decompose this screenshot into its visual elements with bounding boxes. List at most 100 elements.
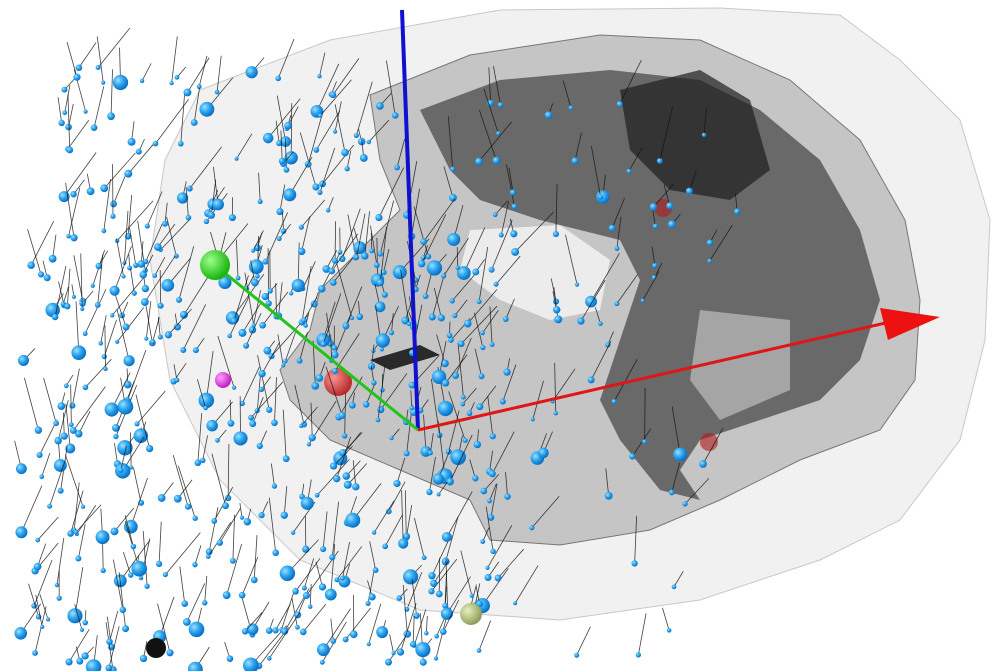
vector bbox=[371, 344, 375, 367]
point bbox=[571, 157, 579, 165]
vector bbox=[210, 179, 217, 216]
vector bbox=[172, 454, 189, 507]
point bbox=[203, 405, 208, 411]
vector bbox=[330, 618, 334, 642]
vector bbox=[364, 211, 370, 257]
vector bbox=[213, 166, 219, 205]
point bbox=[187, 661, 203, 671]
point bbox=[406, 321, 412, 327]
point bbox=[393, 479, 401, 488]
vector bbox=[319, 52, 326, 77]
point bbox=[198, 392, 215, 409]
vector bbox=[555, 183, 558, 235]
point bbox=[359, 154, 368, 162]
point bbox=[626, 168, 632, 174]
vector bbox=[62, 286, 69, 305]
vector bbox=[97, 27, 131, 68]
point bbox=[183, 88, 192, 97]
vector bbox=[413, 609, 427, 646]
vector bbox=[370, 365, 375, 383]
vector bbox=[157, 223, 176, 248]
vector bbox=[628, 147, 643, 172]
point bbox=[375, 333, 390, 348]
point bbox=[325, 208, 331, 213]
point bbox=[666, 628, 672, 633]
point bbox=[110, 527, 119, 536]
point bbox=[299, 628, 307, 636]
point bbox=[291, 278, 305, 293]
vector bbox=[322, 293, 342, 345]
vector bbox=[289, 156, 313, 195]
point bbox=[104, 402, 119, 417]
point bbox=[131, 290, 137, 296]
vector bbox=[141, 63, 152, 82]
point bbox=[239, 400, 245, 407]
point bbox=[112, 423, 120, 432]
vector bbox=[384, 514, 403, 547]
point bbox=[54, 436, 62, 445]
point bbox=[329, 91, 337, 99]
vector bbox=[219, 508, 241, 543]
vector bbox=[282, 212, 284, 232]
point bbox=[79, 627, 85, 632]
point bbox=[463, 319, 472, 328]
vector bbox=[443, 166, 454, 198]
point bbox=[122, 625, 130, 633]
point bbox=[349, 315, 355, 321]
point bbox=[371, 380, 377, 386]
point bbox=[497, 102, 504, 108]
vector bbox=[457, 342, 464, 398]
point bbox=[290, 530, 296, 535]
vector bbox=[30, 220, 55, 266]
vector bbox=[400, 603, 417, 653]
vector bbox=[56, 537, 65, 586]
vector bbox=[500, 200, 510, 236]
vector bbox=[216, 55, 222, 93]
point bbox=[511, 247, 520, 256]
vector bbox=[619, 59, 642, 105]
vector bbox=[277, 38, 295, 79]
vector bbox=[157, 316, 161, 338]
vector bbox=[57, 97, 63, 124]
point bbox=[420, 238, 428, 246]
point bbox=[227, 419, 235, 427]
vector bbox=[301, 199, 326, 228]
vector bbox=[229, 296, 250, 337]
vector bbox=[336, 436, 351, 479]
point bbox=[280, 228, 287, 234]
point bbox=[389, 436, 394, 441]
vector bbox=[368, 603, 382, 645]
point bbox=[319, 659, 325, 665]
point bbox=[631, 560, 638, 567]
point bbox=[432, 473, 445, 485]
vector bbox=[73, 255, 84, 302]
vector bbox=[489, 483, 497, 502]
vector bbox=[126, 349, 147, 402]
vector bbox=[497, 548, 524, 579]
vector bbox=[77, 524, 86, 559]
vector bbox=[491, 431, 515, 474]
point bbox=[442, 602, 449, 609]
point bbox=[480, 330, 485, 336]
vector bbox=[130, 477, 148, 527]
point bbox=[446, 477, 454, 486]
vector bbox=[207, 521, 232, 557]
vector bbox=[285, 331, 297, 362]
vector bbox=[406, 572, 423, 610]
point bbox=[318, 113, 323, 118]
vector bbox=[342, 541, 350, 579]
point bbox=[245, 66, 258, 79]
vector bbox=[334, 221, 337, 261]
point bbox=[258, 369, 266, 378]
point bbox=[157, 302, 164, 309]
vector bbox=[478, 109, 497, 161]
vector bbox=[281, 587, 296, 630]
point bbox=[473, 440, 482, 449]
point bbox=[427, 450, 433, 456]
point bbox=[608, 224, 616, 232]
point bbox=[194, 459, 202, 467]
point bbox=[303, 323, 308, 328]
vector bbox=[166, 216, 177, 257]
vector bbox=[485, 506, 494, 552]
vector bbox=[122, 551, 132, 576]
